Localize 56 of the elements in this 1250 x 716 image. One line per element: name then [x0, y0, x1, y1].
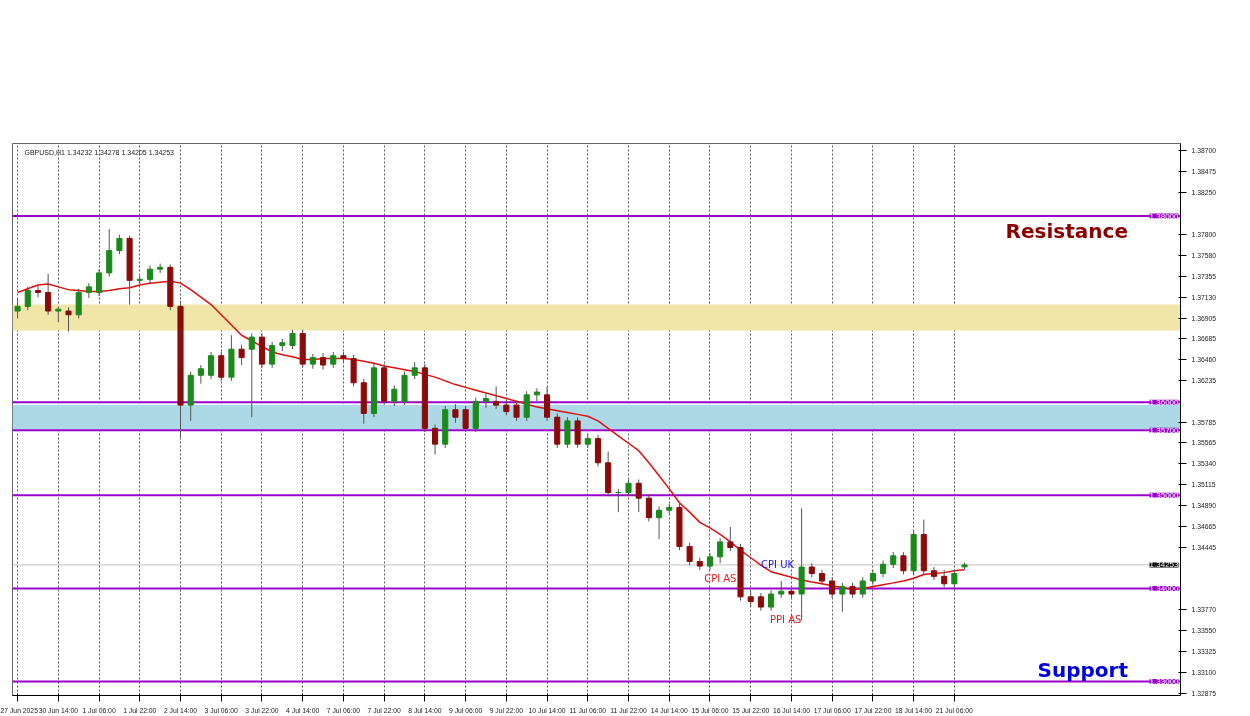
candlestick [65, 306, 72, 333]
candlestick [452, 403, 459, 424]
candlestick [320, 352, 327, 371]
candlestick [635, 479, 642, 513]
candlestick [686, 542, 693, 566]
ref-line-label: 1.35700 [1149, 425, 1180, 435]
ref-line-label: 1.33000 [1149, 677, 1180, 687]
candlestick [96, 268, 103, 297]
candlestick [34, 285, 41, 298]
candlestick [75, 288, 82, 319]
text: Support [1037, 657, 1129, 682]
text: Resistance [1005, 218, 1128, 243]
candlestick [645, 493, 652, 522]
candlestick [208, 351, 215, 380]
candlestick [829, 576, 836, 599]
candlestick [238, 344, 245, 366]
ref-line-label: 1.34000 [1149, 583, 1180, 593]
candlestick [533, 387, 540, 402]
candlestick [218, 351, 225, 382]
candlestick [544, 385, 551, 422]
candlestick [513, 400, 520, 422]
candlestick [523, 390, 530, 422]
candlestick [462, 405, 469, 433]
ref-line-label: 1.34253 [1149, 560, 1180, 570]
candlestick [656, 506, 663, 540]
candlestick [309, 353, 316, 370]
candlestick [269, 341, 276, 369]
candlestick [839, 582, 846, 613]
candlestick [727, 526, 734, 552]
candlestick [391, 385, 398, 407]
candlestick [493, 385, 500, 410]
ref-line-label: 1.38000 [1149, 211, 1180, 221]
candlestick [482, 393, 490, 409]
candlestick [564, 416, 571, 449]
candlestick [289, 329, 296, 350]
candlestick [45, 273, 52, 316]
candlestick [157, 263, 164, 274]
candlestick [116, 234, 123, 255]
candlestick [14, 297, 21, 319]
ref-line-label: 1.35000 [1149, 490, 1180, 500]
candlestick [717, 537, 724, 564]
candlestick [24, 286, 31, 311]
candlestick [106, 228, 113, 278]
annotation: PPI AS [770, 613, 802, 625]
annotation: CPI AS [704, 572, 737, 584]
candlestick [768, 589, 775, 612]
candlestick [248, 332, 255, 418]
candlestick [432, 424, 439, 455]
candlestick [574, 416, 581, 449]
annotation: CPI UK [761, 558, 795, 570]
candlestick [900, 551, 907, 575]
ref-line-label: 1.36000 [1149, 397, 1180, 407]
candlestick [197, 364, 204, 385]
candlestick [930, 566, 938, 581]
candlestick [85, 282, 92, 299]
candlestick [859, 576, 866, 599]
